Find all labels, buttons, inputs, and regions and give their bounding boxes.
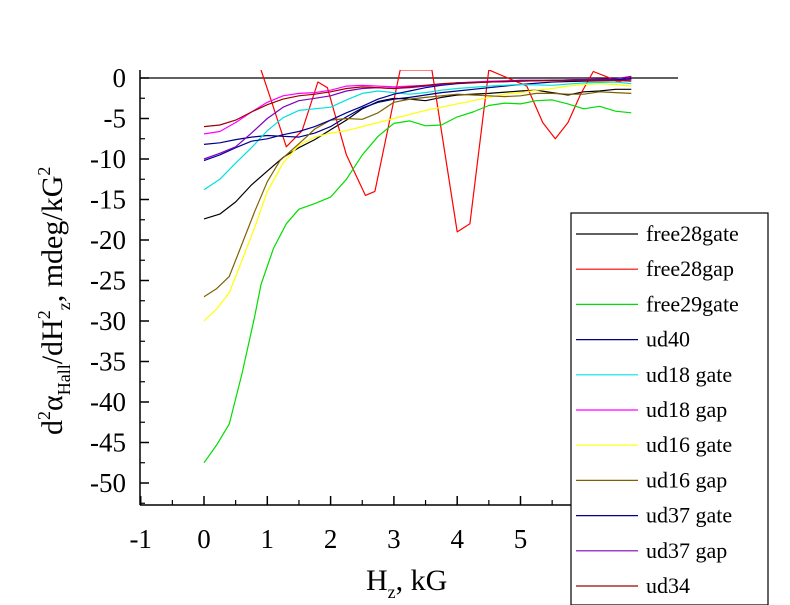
y-tick-label: -35	[90, 347, 126, 377]
y-tick-label: -25	[90, 266, 126, 296]
legend-label: free28gap	[646, 256, 734, 281]
legend-label: ud18 gap	[646, 397, 727, 422]
x-tick-label: 5	[514, 524, 528, 554]
legend-label: ud37 gate	[646, 503, 732, 528]
legend-label: free28gate	[646, 221, 739, 246]
x-tick-label: 2	[324, 524, 338, 554]
y-tick-label: -40	[90, 387, 126, 417]
series-line-free28gap	[260, 70, 632, 233]
y-tick-label: -15	[90, 185, 126, 215]
legend: free28gate free28gap free29gate ud40 ud18 ga…	[570, 212, 769, 605]
y-tick-label: -20	[90, 225, 126, 255]
legend-box	[570, 212, 769, 605]
y-tick-label: -10	[90, 144, 126, 174]
series-group	[203, 70, 632, 464]
legend-label: ud18 gate	[646, 362, 732, 387]
x-ticks: -1 0 1 2 3 4 5	[129, 496, 553, 554]
y-tick-label: -30	[90, 306, 126, 336]
x-tick-label: 3	[387, 524, 401, 554]
series-line-ud18-gap	[203, 79, 632, 135]
y-axis-title: d2αHall/dH2z, mdeg/kG2	[34, 167, 74, 435]
series-line-ud34	[203, 79, 632, 128]
x-tick-label: -1	[129, 524, 152, 554]
axes	[139, 70, 678, 506]
x-tick-label: 1	[261, 524, 275, 554]
series-line-free29gate	[203, 99, 632, 464]
x-tick-label: 4	[450, 524, 464, 554]
series-line-ud16-gate	[203, 83, 632, 322]
series-line-ud16-gap	[203, 91, 632, 298]
legend-label: ud34	[646, 573, 690, 598]
y-tick-label: -50	[90, 468, 126, 498]
y-tick-label: 0	[113, 63, 127, 93]
series-line-ud18-gate	[203, 81, 632, 191]
y-tick-label: -45	[90, 428, 126, 458]
legend-label: ud40	[646, 327, 690, 352]
legend-label: ud37 gap	[646, 538, 727, 563]
legend-label: ud16 gate	[646, 432, 732, 457]
legend-label: ud16 gap	[646, 467, 727, 492]
legend-label: free29gate	[646, 291, 739, 316]
y-ticks: 0 -5 -10 -15 -20 -25 -30 -35 -40 -45 -50	[90, 63, 149, 504]
x-tick-label: 0	[197, 524, 211, 554]
series-line-free28gate	[203, 88, 632, 220]
y-tick-label: -5	[104, 104, 127, 134]
x-axis-title: Hz, kG	[366, 564, 447, 602]
